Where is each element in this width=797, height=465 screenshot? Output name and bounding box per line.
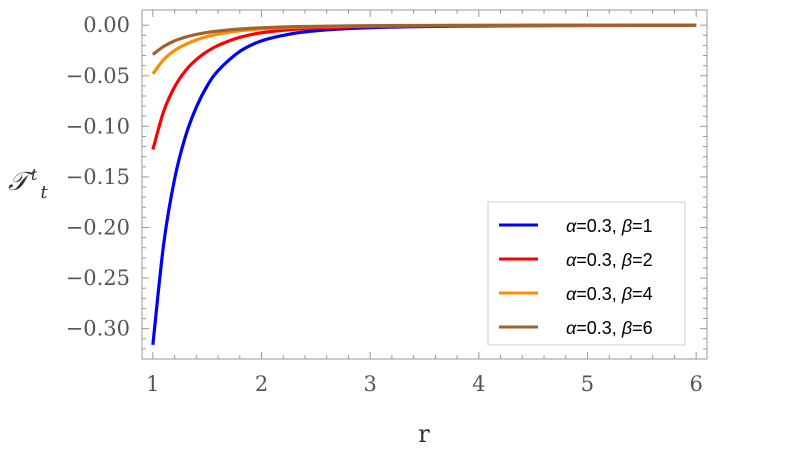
x-axis-label: r	[418, 420, 430, 448]
x-tick-label: 3	[363, 372, 376, 396]
x-tick-label: 4	[472, 372, 485, 396]
x-tick-label: 1	[146, 372, 159, 396]
x-tick-label: 2	[255, 372, 268, 396]
y-tick-label: −0.25	[66, 266, 130, 290]
y-tick-label: −0.20	[66, 215, 130, 239]
legend-label-2: α=0.3, β=2	[566, 250, 653, 270]
legend-label-4: α=0.3, β=6	[566, 318, 653, 338]
legend-label-3: α=0.3, β=4	[566, 284, 653, 304]
y-tick-label: −0.30	[66, 317, 130, 341]
series-line-2	[151, 23, 697, 151]
y-tick-label: 0.00	[83, 13, 130, 37]
plot-frame	[141, 9, 708, 360]
y-tick-label: −0.10	[66, 114, 130, 138]
x-tick-label: 6	[689, 372, 702, 396]
y-tick-label: −0.05	[66, 64, 130, 88]
x-tick-label: 5	[581, 372, 594, 396]
series-line-4	[151, 23, 697, 56]
series-line-3	[151, 23, 697, 75]
y-tick-label: −0.15	[66, 165, 130, 189]
legend-label-1: α=0.3, β=1	[566, 216, 653, 236]
